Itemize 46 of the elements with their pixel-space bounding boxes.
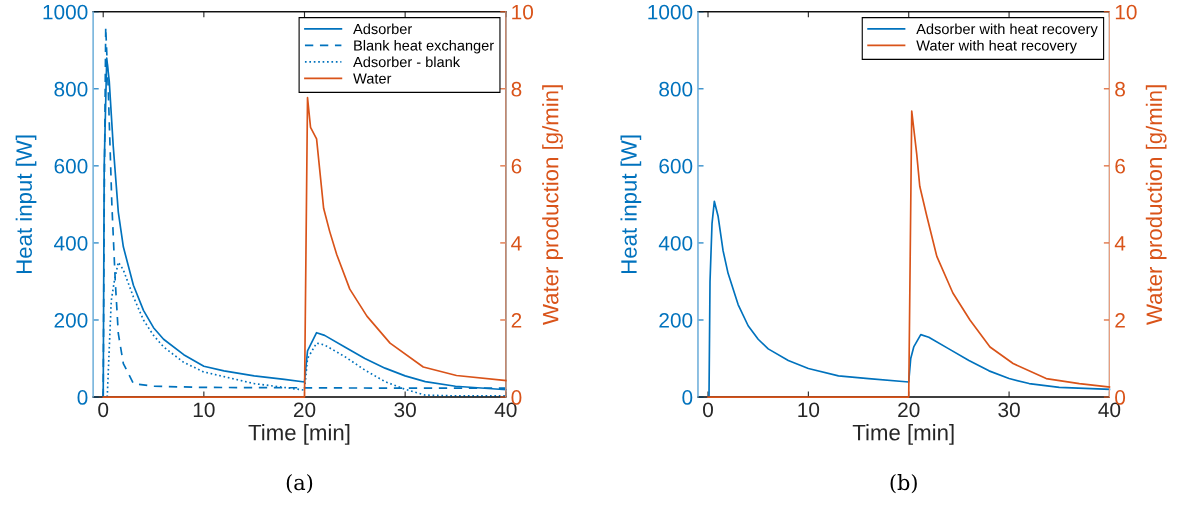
x-tick-label: 10 [193, 402, 215, 418]
legend-label: Adsorber - blank [353, 56, 461, 68]
y2-tick-label: 10 [1115, 4, 1137, 20]
y-tick-label: 600 [659, 158, 693, 174]
text: (a) [286, 474, 313, 494]
legend-label: Adsorber [353, 23, 412, 35]
y2-tick-label: 2 [511, 312, 522, 328]
y2-axis-title: Water production [g/min] [542, 85, 563, 325]
y-tick-label: 1000 [43, 4, 88, 20]
y2-tick-label: 8 [1115, 81, 1125, 97]
y2-tick-label: 8 [511, 81, 522, 97]
y-tick-label: 400 [54, 235, 88, 251]
y-tick-label: 600 [54, 158, 88, 174]
legend-label: Adsorber with heat recovery [916, 23, 1098, 38]
text: (b) [890, 474, 917, 494]
x-tick-label: 0 [98, 402, 109, 418]
x-axis-title: Time [min] [852, 424, 954, 445]
y-tick-label: 200 [54, 312, 88, 328]
y2-tick-label: 6 [1115, 158, 1125, 174]
y-tick-label: 800 [659, 81, 693, 97]
legend-label: Water [353, 73, 392, 84]
y2-tick-label: 6 [511, 158, 522, 174]
x-tick-label: 30 [394, 402, 416, 418]
y2-tick-label: 4 [1114, 236, 1126, 251]
legend-label: Water with heat recovery [916, 39, 1077, 54]
y-tick-label: 200 [659, 312, 693, 328]
x-axis-title: Time [min] [248, 424, 350, 445]
y-tick-label: 1000 [648, 4, 693, 20]
y2-tick-label: 4 [511, 236, 522, 251]
y2-tick-label: 2 [1115, 312, 1125, 328]
y-axis-title: Heat input [W] [15, 135, 37, 273]
x-tick-label: 20 [293, 402, 316, 418]
x-tick-label: 30 [998, 402, 1020, 418]
x-tick-label: 10 [798, 402, 820, 418]
legend-label: Blank heat exchanger [354, 39, 494, 54]
x-tick-label: 0 [703, 402, 713, 418]
y-tick-label: 800 [54, 81, 88, 97]
y-tick-label: 400 [658, 235, 693, 251]
y2-tick-label: 10 [512, 4, 534, 20]
y-tick-label: 0 [682, 390, 693, 405]
x-tick-label: 20 [898, 402, 920, 418]
line-series [707, 200, 1111, 398]
y2-axis-title: Water production [g/min] [1145, 85, 1167, 325]
line-series [707, 110, 1111, 398]
y-axis-title: Heat input [W] [620, 135, 642, 273]
y-tick-label: 0 [77, 390, 88, 405]
